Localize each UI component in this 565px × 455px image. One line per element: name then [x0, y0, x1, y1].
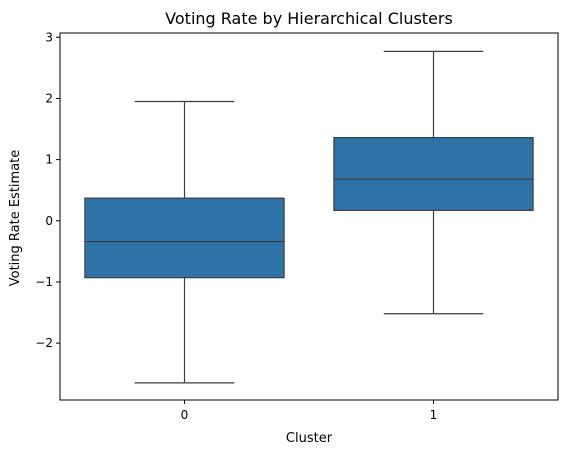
y-axis-label: Voting Rate Estimate: [8, 150, 23, 287]
x-tick-label: 1: [430, 408, 438, 422]
x-tick-label: 0: [181, 408, 189, 422]
chart-title: Voting Rate by Hierarchical Clusters: [165, 9, 453, 28]
y-tick-label: 2: [45, 91, 53, 105]
y-tick-label: 3: [45, 30, 53, 44]
box-cluster-1: [333, 136, 534, 211]
y-tick-label: −1: [35, 275, 53, 289]
plot-frame: [59, 32, 559, 401]
y-tick-label: 0: [45, 214, 53, 228]
plot-area: −2 −1 0 1 2 3 0 1: [35, 30, 559, 422]
y-tick-label: 1: [45, 153, 53, 167]
x-axis-label: Cluster: [286, 431, 333, 446]
y-tick-label: −2: [35, 336, 53, 350]
box-cluster-0: [84, 197, 285, 279]
